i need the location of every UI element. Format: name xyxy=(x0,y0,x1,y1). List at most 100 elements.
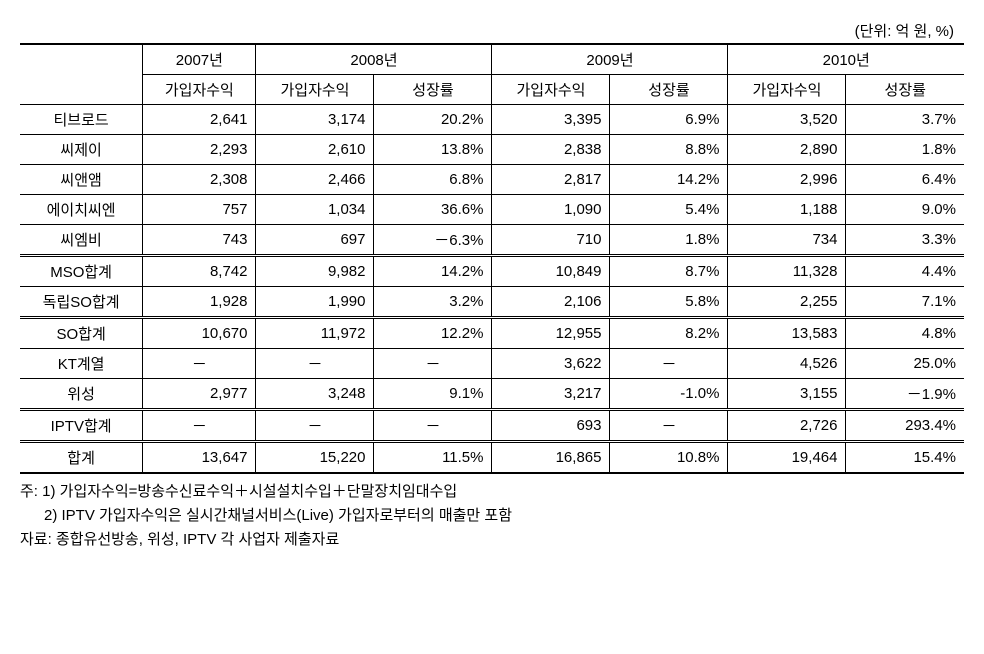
cell-value: 2,817 xyxy=(492,165,610,195)
cell-growth: 7.1% xyxy=(846,287,964,318)
revenue-table: 2007년 2008년 2009년 2010년 가입자수익 가입자수익 성장률 … xyxy=(20,43,964,474)
cell-growth: －1.9% xyxy=(846,379,964,410)
row-label: MSO합계 xyxy=(20,256,143,287)
cell-value: 693 xyxy=(492,410,610,442)
header-year-2009: 2009년 xyxy=(492,44,728,75)
header-sub-2009: 가입자수익 xyxy=(492,75,610,105)
cell-value: 2,255 xyxy=(728,287,846,318)
cell-growth: 15.4% xyxy=(846,442,964,474)
table-row: SO합계 10,670 11,972 12.2% 12,955 8.2% 13,… xyxy=(20,318,964,349)
cell-value: 4,526 xyxy=(728,349,846,379)
row-label: 티브로드 xyxy=(20,105,143,135)
row-label: 에이치씨엔 xyxy=(20,195,143,225)
cell-value: 2,890 xyxy=(728,135,846,165)
cell-growth: 8.2% xyxy=(610,318,728,349)
table-row: KT계열 － － － 3,622 － 4,526 25.0% xyxy=(20,349,964,379)
cell-growth: 8.8% xyxy=(610,135,728,165)
cell-value: 3,520 xyxy=(728,105,846,135)
cell-growth: 1.8% xyxy=(846,135,964,165)
cell-value: 16,865 xyxy=(492,442,610,474)
cell-growth: － xyxy=(610,349,728,379)
cell-value: 2,996 xyxy=(728,165,846,195)
header-year-2008: 2008년 xyxy=(256,44,492,75)
row-label: SO합계 xyxy=(20,318,143,349)
cell-value: 3,174 xyxy=(256,105,374,135)
cell-growth: 6.8% xyxy=(374,165,492,195)
header-sub-2010: 가입자수익 xyxy=(728,75,846,105)
cell-value: 1,990 xyxy=(256,287,374,318)
cell-value: 3,622 xyxy=(492,349,610,379)
table-row: 위성 2,977 3,248 9.1% 3,217 -1.0% 3,155 －1… xyxy=(20,379,964,410)
table-row: 합계 13,647 15,220 11.5% 16,865 10.8% 19,4… xyxy=(20,442,964,474)
table-row: 씨앤앰 2,308 2,466 6.8% 2,817 14.2% 2,996 6… xyxy=(20,165,964,195)
cell-value: 734 xyxy=(728,225,846,256)
cell-growth: 14.2% xyxy=(610,165,728,195)
cell-growth: 36.6% xyxy=(374,195,492,225)
cell-value: 13,647 xyxy=(143,442,256,474)
cell-value: 3,395 xyxy=(492,105,610,135)
cell-growth: 4.4% xyxy=(846,256,964,287)
table-row: 티브로드 2,641 3,174 20.2% 3,395 6.9% 3,520 … xyxy=(20,105,964,135)
cell-value: － xyxy=(143,410,256,442)
cell-growth: 1.8% xyxy=(610,225,728,256)
table-row: MSO합계 8,742 9,982 14.2% 10,849 8.7% 11,3… xyxy=(20,256,964,287)
row-label: 위성 xyxy=(20,379,143,410)
cell-value: 3,155 xyxy=(728,379,846,410)
cell-growth: 13.8% xyxy=(374,135,492,165)
cell-value: 710 xyxy=(492,225,610,256)
cell-value: 2,293 xyxy=(143,135,256,165)
cell-growth: － xyxy=(374,349,492,379)
cell-growth: 5.8% xyxy=(610,287,728,318)
header-growth-2008: 성장률 xyxy=(374,75,492,105)
cell-value: 1,188 xyxy=(728,195,846,225)
header-growth-2009: 성장률 xyxy=(610,75,728,105)
header-growth-2010: 성장률 xyxy=(846,75,964,105)
cell-growth: 6.9% xyxy=(610,105,728,135)
cell-value: 2,726 xyxy=(728,410,846,442)
cell-value: 2,106 xyxy=(492,287,610,318)
cell-growth: 293.4% xyxy=(846,410,964,442)
cell-growth: － xyxy=(610,410,728,442)
cell-value: 1,090 xyxy=(492,195,610,225)
cell-value: 9,982 xyxy=(256,256,374,287)
cell-value: 697 xyxy=(256,225,374,256)
cell-value: 1,034 xyxy=(256,195,374,225)
unit-note: (단위: 억 원, %) xyxy=(20,20,964,41)
cell-growth: -1.0% xyxy=(610,379,728,410)
cell-value: 13,583 xyxy=(728,318,846,349)
cell-growth: 14.2% xyxy=(374,256,492,287)
table-row: 에이치씨엔 757 1,034 36.6% 1,090 5.4% 1,188 9… xyxy=(20,195,964,225)
table-row: IPTV합계 － － － 693 － 2,726 293.4% xyxy=(20,410,964,442)
cell-value: 19,464 xyxy=(728,442,846,474)
cell-growth: －6.3% xyxy=(374,225,492,256)
table-row: 씨엠비 743 697 －6.3% 710 1.8% 734 3.3% xyxy=(20,225,964,256)
footnote-2: 2) IPTV 가입자수익은 실시간채널서비스(Live) 가입자로부터의 매출… xyxy=(20,504,964,528)
cell-growth: 10.8% xyxy=(610,442,728,474)
cell-value: 10,849 xyxy=(492,256,610,287)
cell-value: 3,248 xyxy=(256,379,374,410)
cell-growth: 6.4% xyxy=(846,165,964,195)
cell-value: 2,641 xyxy=(143,105,256,135)
footnotes: 주: 1) 가입자수익=방송수신료수익＋시설설치수입＋단말장치임대수입 2) I… xyxy=(20,480,964,552)
cell-value: 2,838 xyxy=(492,135,610,165)
cell-value: 1,928 xyxy=(143,287,256,318)
footnote-source: 자료: 종합유선방송, 위성, IPTV 각 사업자 제출자료 xyxy=(20,528,964,552)
cell-value: － xyxy=(143,349,256,379)
cell-growth: 20.2% xyxy=(374,105,492,135)
cell-value: 8,742 xyxy=(143,256,256,287)
cell-growth: 3.2% xyxy=(374,287,492,318)
cell-growth: 11.5% xyxy=(374,442,492,474)
cell-growth: 3.3% xyxy=(846,225,964,256)
cell-value: 3,217 xyxy=(492,379,610,410)
cell-growth: 9.1% xyxy=(374,379,492,410)
cell-value: 15,220 xyxy=(256,442,374,474)
cell-growth: 8.7% xyxy=(610,256,728,287)
row-label: IPTV합계 xyxy=(20,410,143,442)
cell-value: 12,955 xyxy=(492,318,610,349)
row-label: 합계 xyxy=(20,442,143,474)
header-sub-2007: 가입자수익 xyxy=(143,75,256,105)
row-label: 씨앤앰 xyxy=(20,165,143,195)
header-blank xyxy=(20,44,143,105)
header-sub-2008: 가입자수익 xyxy=(256,75,374,105)
row-label: KT계열 xyxy=(20,349,143,379)
